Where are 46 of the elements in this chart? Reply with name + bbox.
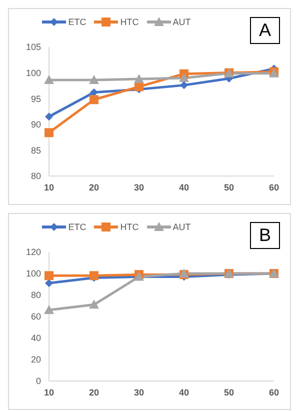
y-tick-label: 80 (30, 290, 41, 300)
y-tick-label: 80 (30, 171, 41, 182)
point (45, 112, 53, 121)
x-tick-label: 50 (224, 387, 234, 398)
point (44, 305, 54, 314)
y-tick-label: 100 (26, 68, 41, 78)
x-tick-label: 30 (134, 182, 144, 192)
y-tick-label: 20 (30, 354, 41, 365)
point (44, 271, 54, 280)
legend-label: ETC (67, 17, 86, 27)
point (89, 75, 99, 84)
text: A (250, 17, 280, 44)
y-tick-label: 0 (36, 376, 41, 386)
legend-label: ETC (67, 222, 86, 232)
y-tick-label: 100 (26, 268, 41, 279)
text: B (250, 222, 280, 249)
legend-label: HTC (119, 222, 139, 232)
x-tick-label: 20 (88, 387, 100, 398)
x-tick-label: 40 (178, 182, 190, 192)
point (134, 74, 144, 83)
y-tick-label: 85 (30, 145, 41, 156)
point (180, 81, 188, 90)
y-tick-label: 95 (30, 94, 41, 104)
x-tick-label: 40 (178, 387, 190, 398)
point (44, 128, 54, 138)
y-tick-label: 120 (26, 247, 41, 258)
x-tick-label: 60 (268, 387, 280, 398)
point (179, 72, 189, 82)
y-tick-label: 40 (30, 333, 41, 344)
legend-label: HTC (119, 17, 139, 27)
point (90, 95, 98, 104)
y-tick-label: 105 (26, 42, 41, 52)
point (89, 300, 99, 309)
point (44, 75, 54, 84)
y-tick-label: 90 (30, 120, 41, 130)
x-tick-label: 30 (134, 387, 144, 398)
x-tick-label: 10 (44, 387, 54, 398)
x-tick-label: 60 (268, 182, 280, 192)
point (45, 279, 53, 288)
legend-label: AUT (172, 17, 191, 27)
x-tick-label: 50 (224, 182, 234, 192)
point (90, 88, 98, 96)
y-tick-label: 60 (30, 312, 41, 322)
x-tick-label: 20 (88, 182, 100, 192)
legend-label: AUT (172, 222, 191, 232)
x-tick-label: 10 (44, 182, 54, 192)
